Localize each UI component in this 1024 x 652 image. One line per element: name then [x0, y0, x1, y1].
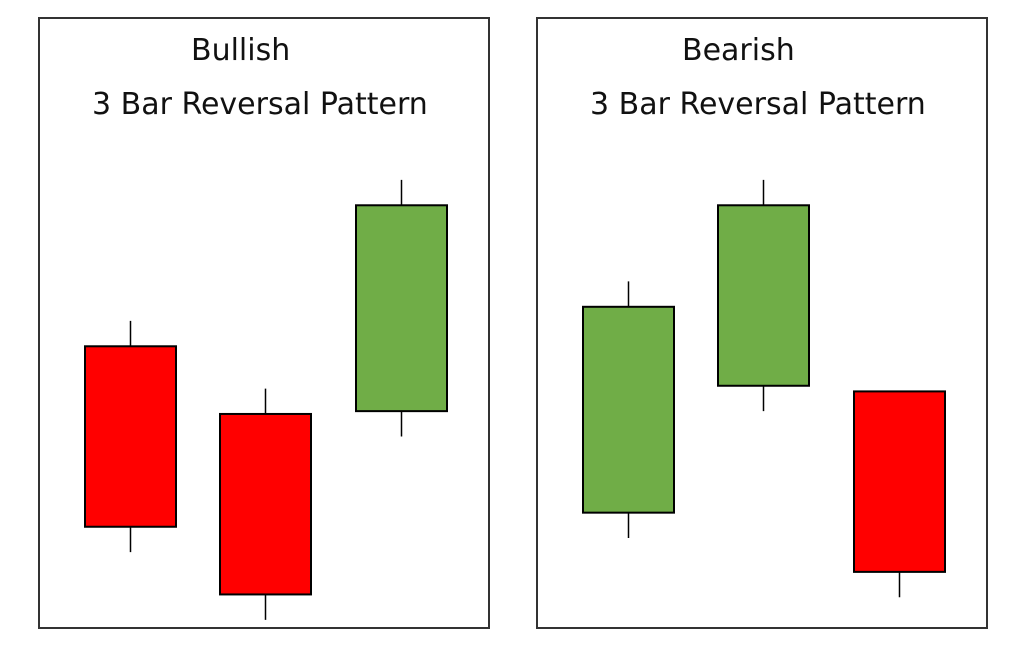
candle-1: [84, 320, 177, 553]
bullish-subtitle: 3 Bar Reversal Pattern: [92, 87, 428, 122]
bearish-candles-svg: [582, 179, 946, 598]
bullish-pattern-panel: Bullish 3 Bar Reversal Pattern: [38, 17, 490, 629]
candle-3: [853, 390, 946, 598]
bearish-pattern-panel: Bearish 3 Bar Reversal Pattern: [536, 17, 988, 629]
bullish-title: Bullish: [191, 33, 291, 68]
candle-2-body: [717, 204, 810, 387]
bullish-candles-svg: [84, 179, 448, 620]
bearish-title: Bearish: [682, 33, 795, 68]
candle-2: [219, 388, 312, 620]
candle-2: [717, 179, 810, 412]
candle-1: [582, 281, 675, 539]
candle-2-body: [219, 412, 312, 596]
candle-3-body: [355, 204, 448, 413]
candle-1-body: [582, 305, 675, 514]
candle-3: [355, 179, 448, 437]
bearish-subtitle: 3 Bar Reversal Pattern: [590, 87, 926, 122]
candle-1-body: [84, 345, 177, 528]
candle-3-body: [853, 390, 946, 573]
